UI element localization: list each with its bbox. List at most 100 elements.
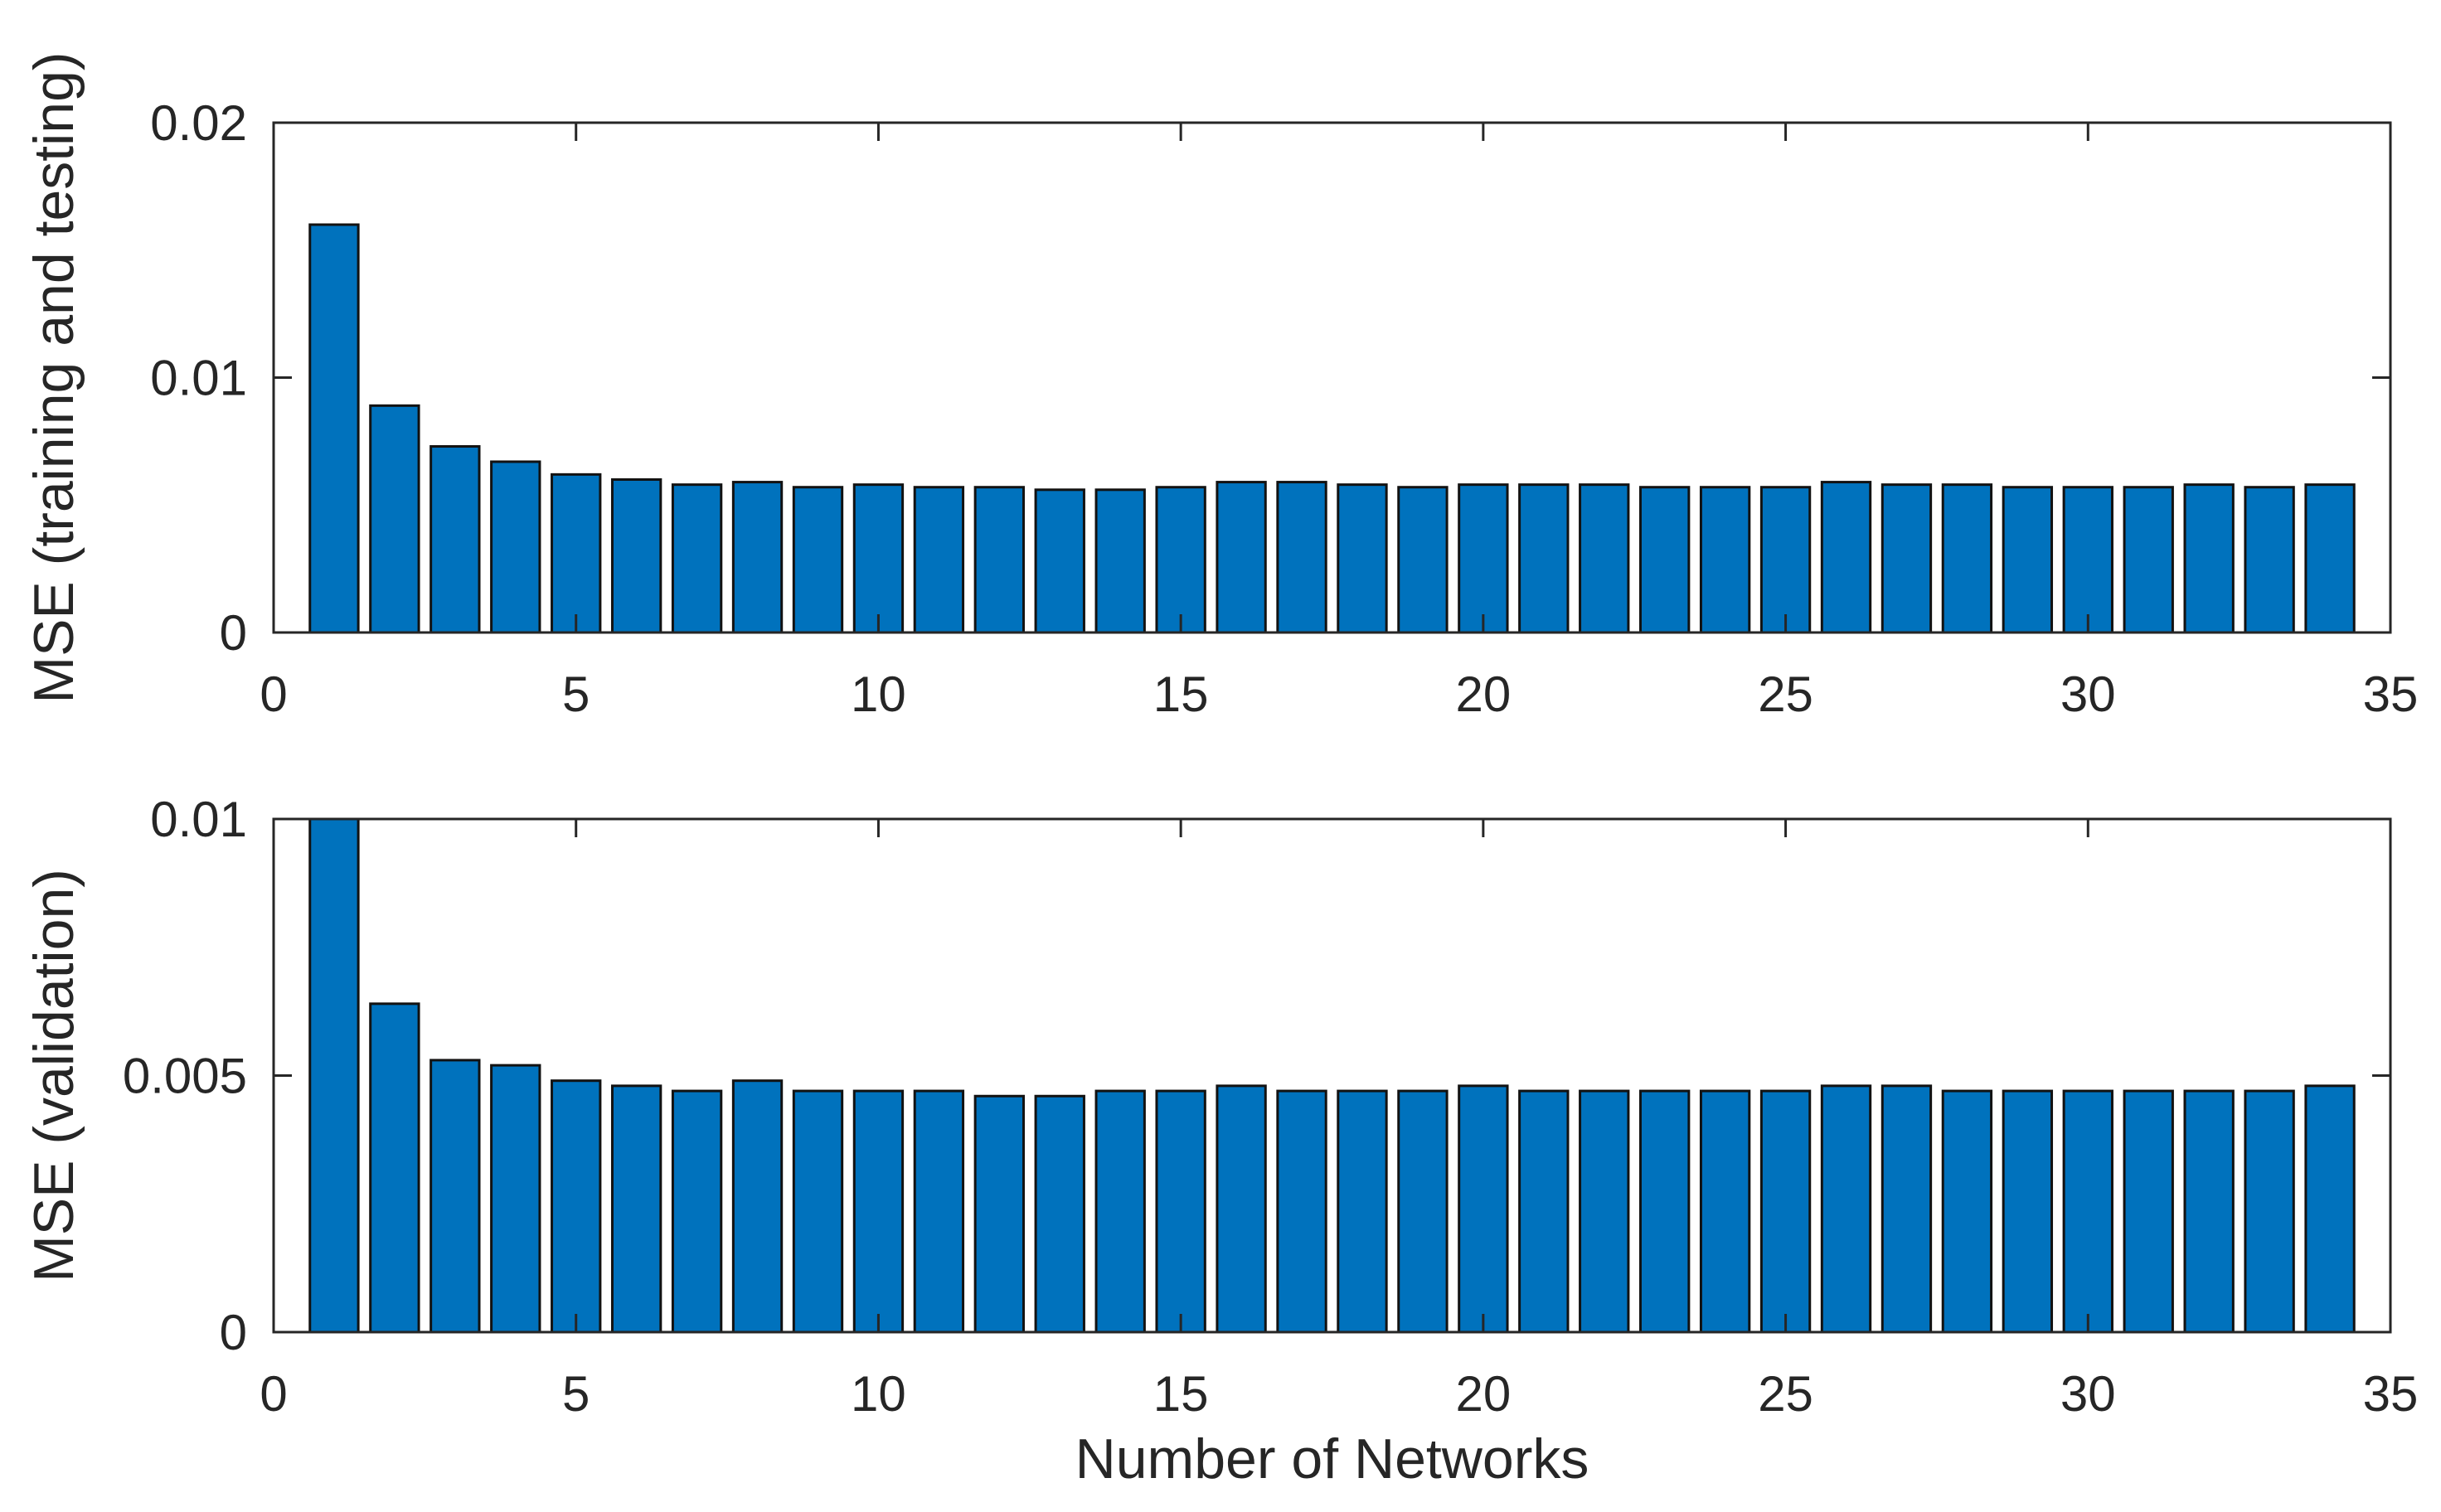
bar [2183,483,2235,633]
bars-series [308,818,2356,1333]
bar [551,1079,602,1333]
bar [1941,483,1993,633]
bar [610,1084,662,1333]
bar [1276,1089,1327,1333]
x-tick-label: 20 [1455,666,1511,722]
bar [551,472,602,633]
bar [852,1089,905,1333]
x-tick-label: 35 [2363,666,2419,722]
bar [308,223,360,633]
x-tick-label: 25 [1758,1366,1813,1422]
x-axis-label: Number of Networks [1075,1427,1589,1490]
bar [1518,1089,1570,1333]
x-tick-label: 0 [260,1366,287,1422]
bar [1639,486,1691,633]
x-tick-label: 20 [1455,1366,1511,1422]
bar [610,478,662,633]
bar [671,483,723,633]
y-axis-label: MSE (validation) [22,869,85,1282]
bar [1216,1084,1267,1333]
x-tick-label: 5 [562,666,590,722]
bar [2244,1089,2295,1333]
bar [1880,1084,1933,1333]
bar [671,1089,723,1333]
bar [1276,481,1327,633]
bar [1699,1089,1751,1333]
x-tick-label: 25 [1758,666,1813,722]
bar [1579,483,1630,633]
bar [1094,488,1146,633]
x-tick-label: 30 [2060,1366,2116,1422]
bar [490,460,541,633]
mse-validation-chart: 0 5 10 15 20 25 30 35 0 0.005 0.01 MSE (validation)… [22,792,2418,1490]
bar [1458,483,1509,633]
y-tick-label: 0 [220,605,247,661]
bar [1155,1089,1206,1333]
mse-training-testing-chart: 0 5 10 15 20 25 30 35 0 0.01 0.02 MSE (training and… [22,51,2418,722]
bar [1699,486,1751,633]
bar [308,818,360,1333]
x-tick-label: 0 [260,666,287,722]
bar [2304,483,2356,633]
bar [1941,1089,1993,1333]
bar [1337,1089,1388,1333]
bar [1034,488,1085,633]
y-tick-label: 0 [220,1305,247,1360]
x-tick-label: 30 [2060,666,2116,722]
bar [1397,486,1449,633]
bar [1155,486,1206,633]
bar [1639,1089,1691,1333]
x-tick-label: 15 [1153,666,1209,722]
bar [1759,486,1812,633]
bar [1820,481,1872,633]
bar [1759,1089,1812,1333]
y-tick-label: 0.02 [150,95,247,151]
y-tick-label: 0.01 [150,351,247,406]
y-tick-label: 0.005 [123,1049,247,1104]
bar [2244,486,2295,633]
y-tick-label: 0.01 [150,792,247,847]
bar [731,1079,784,1333]
y-axis-label: MSE (training and testing) [22,51,85,703]
bar [852,483,905,633]
x-tick-label: 10 [851,666,906,722]
bar [913,486,965,633]
x-tick-label: 10 [851,1366,906,1422]
bar [2002,486,2054,633]
axes-frame [272,121,2392,634]
bar [1216,481,1267,633]
bar [731,481,784,633]
bar [2062,486,2113,633]
bar [792,486,844,633]
bar [1458,1084,1509,1333]
bar [1337,483,1388,633]
axes-frame [272,817,2392,1334]
bar [2123,486,2174,633]
bar [490,1064,541,1333]
bar [1034,1094,1085,1333]
bar [1880,483,1933,633]
bar [792,1089,844,1333]
bar [429,1059,481,1333]
bar [2062,1089,2113,1333]
x-tick-label: 5 [562,1366,590,1422]
x-tick-label: 15 [1153,1366,1209,1422]
bar [973,486,1025,633]
bar [1579,1089,1630,1333]
bar [2304,1084,2356,1333]
bar [2002,1089,2054,1333]
bar [369,1002,420,1333]
bar [1397,1089,1449,1333]
bars-series [308,223,2356,633]
bar [1518,483,1570,633]
bar [2183,1089,2235,1333]
x-tick-label: 35 [2363,1366,2419,1422]
bar [1820,1084,1872,1333]
bar [1094,1089,1146,1333]
bar [913,1089,965,1333]
bar [2123,1089,2174,1333]
bar [369,404,420,633]
bar [973,1094,1025,1333]
